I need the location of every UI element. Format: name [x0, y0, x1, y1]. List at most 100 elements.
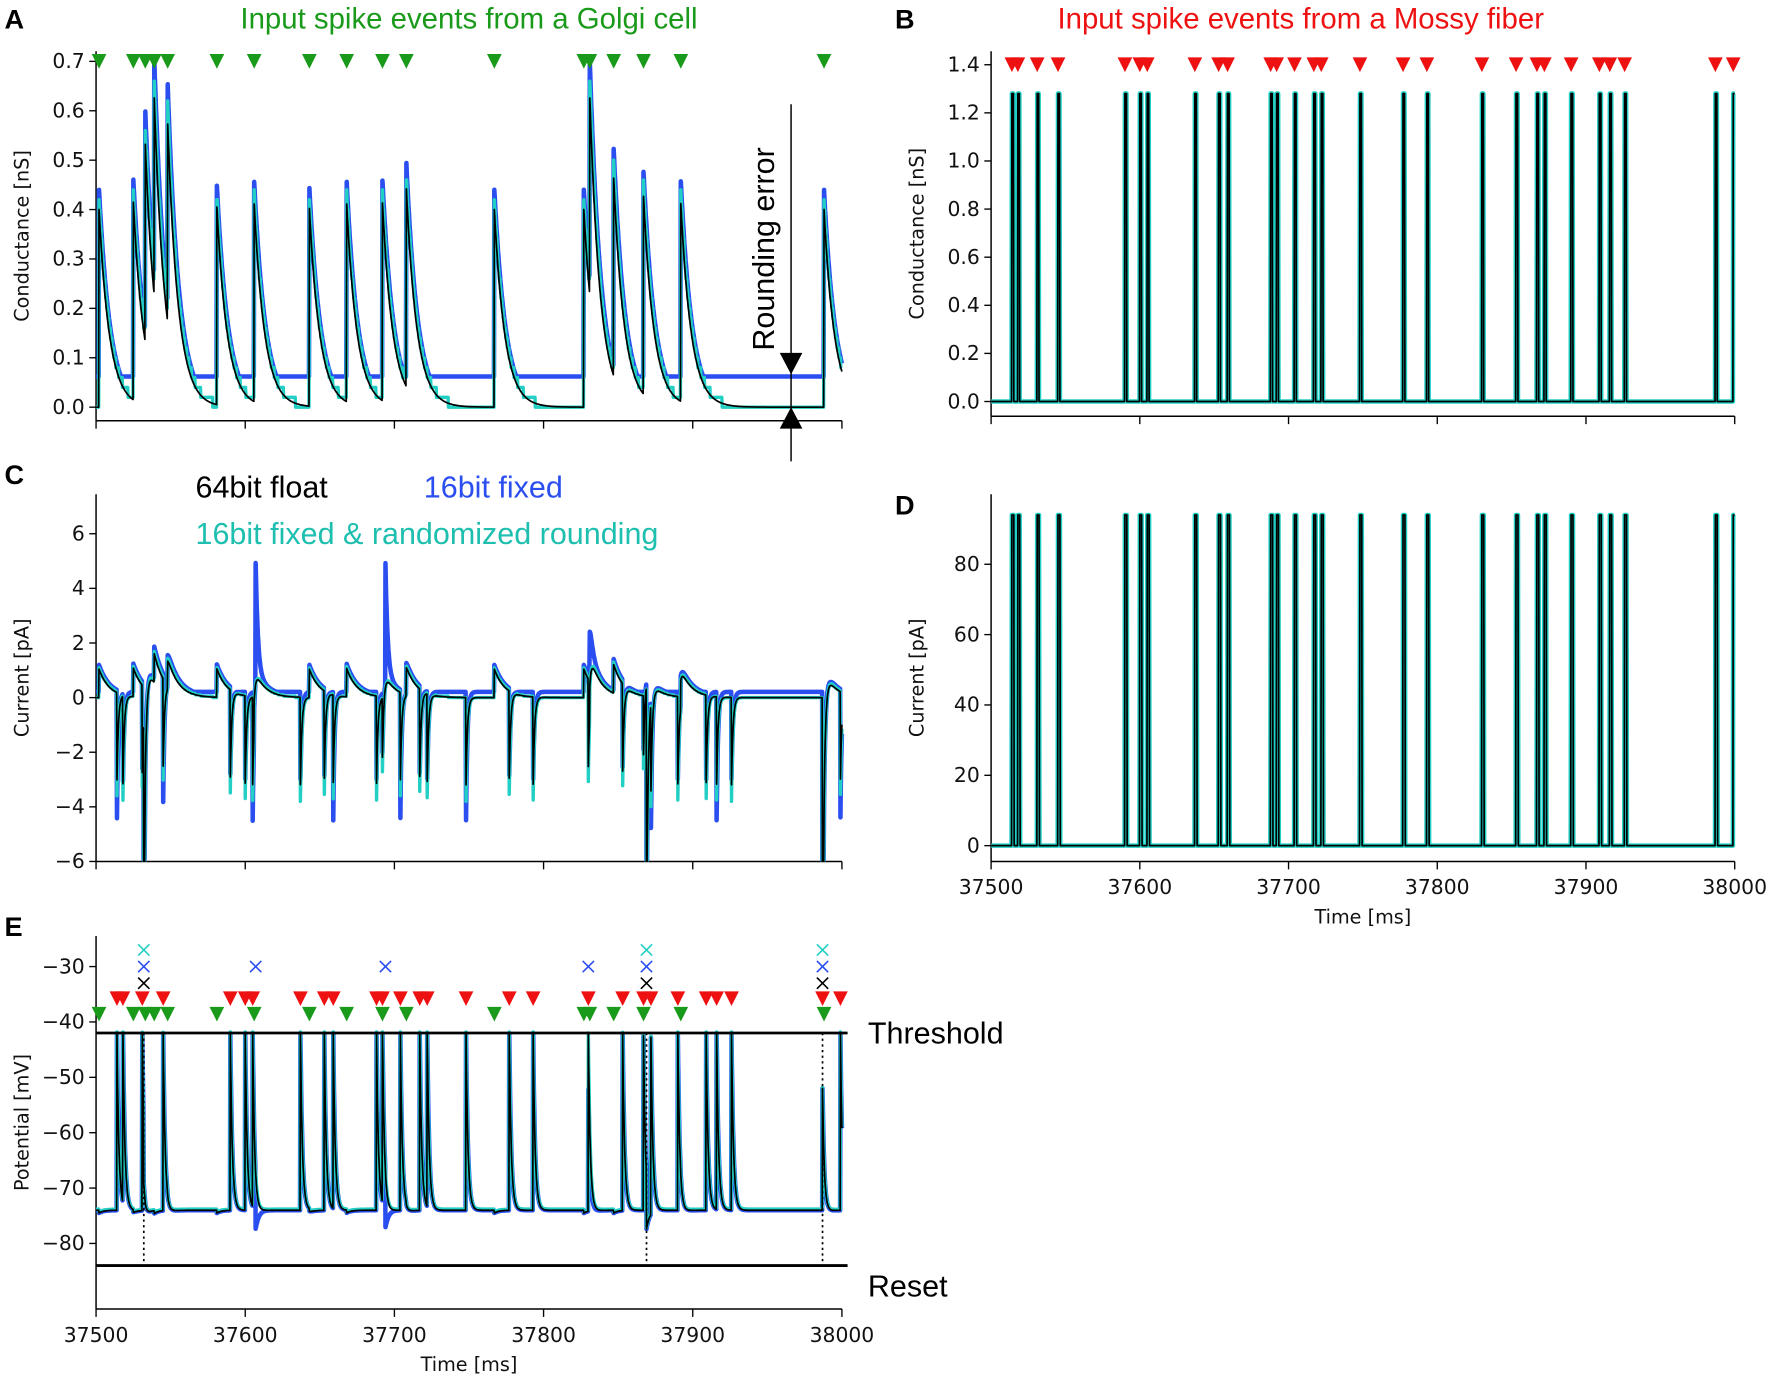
title-golgi: Input spike events from a Golgi cell: [240, 3, 697, 36]
mossy-spike-marker: [1352, 57, 1368, 73]
golgi-spike-marker: [673, 54, 689, 69]
mossy-spike-marker: [1313, 57, 1329, 73]
mossy-spike-marker: [724, 991, 739, 1007]
golgi-spike-marker: [126, 54, 141, 69]
legend-16bit-fixed: 16bit fixed: [424, 471, 563, 505]
y-tick-label: 2: [72, 631, 85, 655]
mossy-spike-marker: [1617, 57, 1632, 73]
mossy-spike-marker: [1708, 57, 1723, 73]
y-tick-label: −6: [55, 849, 85, 873]
x-axis-label: Time [ms]: [420, 1353, 518, 1376]
output-spike-64bit-float: [640, 976, 653, 990]
mossy-spike-marker: [419, 991, 435, 1007]
mossy-spike-marker: [293, 991, 308, 1007]
mossy-spike-marker: [501, 991, 517, 1007]
series-64bit-float: [991, 514, 1736, 847]
mossy-spike-marker: [1139, 57, 1155, 73]
mossy-spike-marker: [1050, 57, 1066, 73]
mossy-spike-marker: [1029, 57, 1045, 73]
x-tick-label: 37800: [1405, 875, 1470, 899]
golgi-spike-marker: [487, 54, 502, 69]
mossy-spike-marker: [1117, 57, 1133, 73]
golgi-spike-marker: [375, 54, 390, 69]
golgi-spike-marker: [126, 1006, 141, 1022]
golgi-spike-marker: [146, 1006, 162, 1022]
panel-a: 0.0 0.1 0.2 0.3 0.4 0.5 0.6 0.7 Conductance [nS]: [10, 49, 845, 429]
series-64bit-float: [96, 653, 843, 862]
x-tick-label: 37700: [1256, 875, 1321, 899]
mossy-spike-marker: [833, 991, 848, 1007]
x-tick-label: 37600: [1107, 875, 1172, 899]
mossy-spike-marker: [615, 991, 630, 1007]
mossy-spike-marker: [1508, 57, 1524, 73]
output-spike-16bit-fixed: [137, 960, 151, 973]
panel-letter-d: D: [895, 490, 915, 521]
mossy-spike-marker: [458, 991, 474, 1007]
y-axis-label: Conductance [nS]: [905, 148, 928, 320]
plot-area: [96, 1030, 845, 1232]
golgi-spike-marker: [606, 1006, 622, 1022]
golgi-spike-marker: [160, 1006, 176, 1022]
mossy-spike-marker: [1563, 57, 1579, 73]
mossy-spike-marker: [1010, 57, 1026, 73]
y-tick-label: 0.8: [947, 197, 979, 221]
output-spike-16bit-fixed: [640, 960, 653, 973]
output-spike-16bit-random: [137, 943, 151, 957]
output-spike-64bit-float: [816, 976, 829, 990]
y-tick-label: 0.3: [52, 247, 84, 271]
x-tick-label: 37900: [660, 1323, 725, 1347]
y-tick-label: 0.6: [52, 99, 84, 123]
golgi-spike-marker: [160, 54, 176, 69]
golgi-spike-marker: [246, 54, 262, 69]
output-spike-16bit-fixed: [379, 960, 392, 973]
golgi-spike-marker: [816, 54, 832, 69]
y-tick-label: −80: [42, 1231, 85, 1255]
y-axis-label: Potential [mV]: [10, 1054, 33, 1191]
mossy-spike-marker: [1220, 57, 1235, 73]
panel-letter-a: A: [5, 4, 25, 35]
golgi-spike-marker: [816, 1006, 832, 1022]
panel-e: −80 −70 −60 −50 −40 −30 37500 37600 37700 37800 37…: [10, 936, 874, 1376]
golgi-spike-marker: [582, 54, 598, 69]
series-64bit-float: [96, 97, 843, 409]
mossy-spike-marker: [1287, 57, 1302, 73]
golgi-spike-marker: [146, 54, 162, 69]
legend-16bit-random: 16bit fixed & randomized rounding: [196, 517, 659, 551]
mossy-spike-marker: [155, 991, 171, 1007]
mossy-spike-marker: [698, 991, 714, 1007]
mossy-spike-marker: [525, 991, 541, 1007]
y-tick-label: −50: [42, 1065, 85, 1089]
golgi-spike-marker: [91, 1006, 107, 1022]
y-tick-label: 1.4: [947, 53, 979, 77]
y-tick-label: 0.2: [52, 296, 84, 320]
golgi-spike-marker: [636, 1006, 651, 1022]
reset-label: Reset: [868, 1270, 948, 1304]
mossy-spike-marker: [1187, 57, 1203, 73]
series-16bit-random: [96, 1030, 844, 1230]
y-tick-label: 40: [954, 693, 980, 717]
mossy-spike-marker: [1269, 57, 1284, 73]
mossy-spike-marker: [1602, 57, 1618, 73]
y-tick-label: 0.2: [947, 341, 979, 365]
y-tick-label: 0.5: [52, 148, 84, 172]
legend-64bit-float: 64bit float: [196, 471, 329, 505]
y-tick-label: 20: [954, 763, 980, 787]
mossy-spike-marker: [1725, 57, 1741, 73]
golgi-spike-marker: [209, 1006, 225, 1022]
y-tick-label: 0.7: [52, 49, 84, 73]
y-tick-label: 0: [72, 685, 85, 709]
mossy-spike-marker: [815, 991, 830, 1007]
y-tick-label: 4: [72, 576, 85, 600]
golgi-spike-marker: [339, 54, 355, 69]
x-axis-label: Time [ms]: [1314, 906, 1412, 929]
plot-area: [991, 512, 1737, 848]
rounding-error-annotation: Rounding error: [747, 104, 803, 462]
x-tick-label: 37600: [213, 1323, 278, 1347]
golgi-spike-marker: [487, 1006, 502, 1022]
mossy-spike-marker: [1395, 57, 1411, 73]
mossy-spike-marker: [115, 991, 131, 1007]
y-tick-label: 0.0: [52, 395, 84, 419]
rounding-error-label: Rounding error: [747, 147, 781, 350]
panel-letter-c: C: [5, 459, 25, 490]
golgi-spike-marker: [398, 54, 414, 69]
